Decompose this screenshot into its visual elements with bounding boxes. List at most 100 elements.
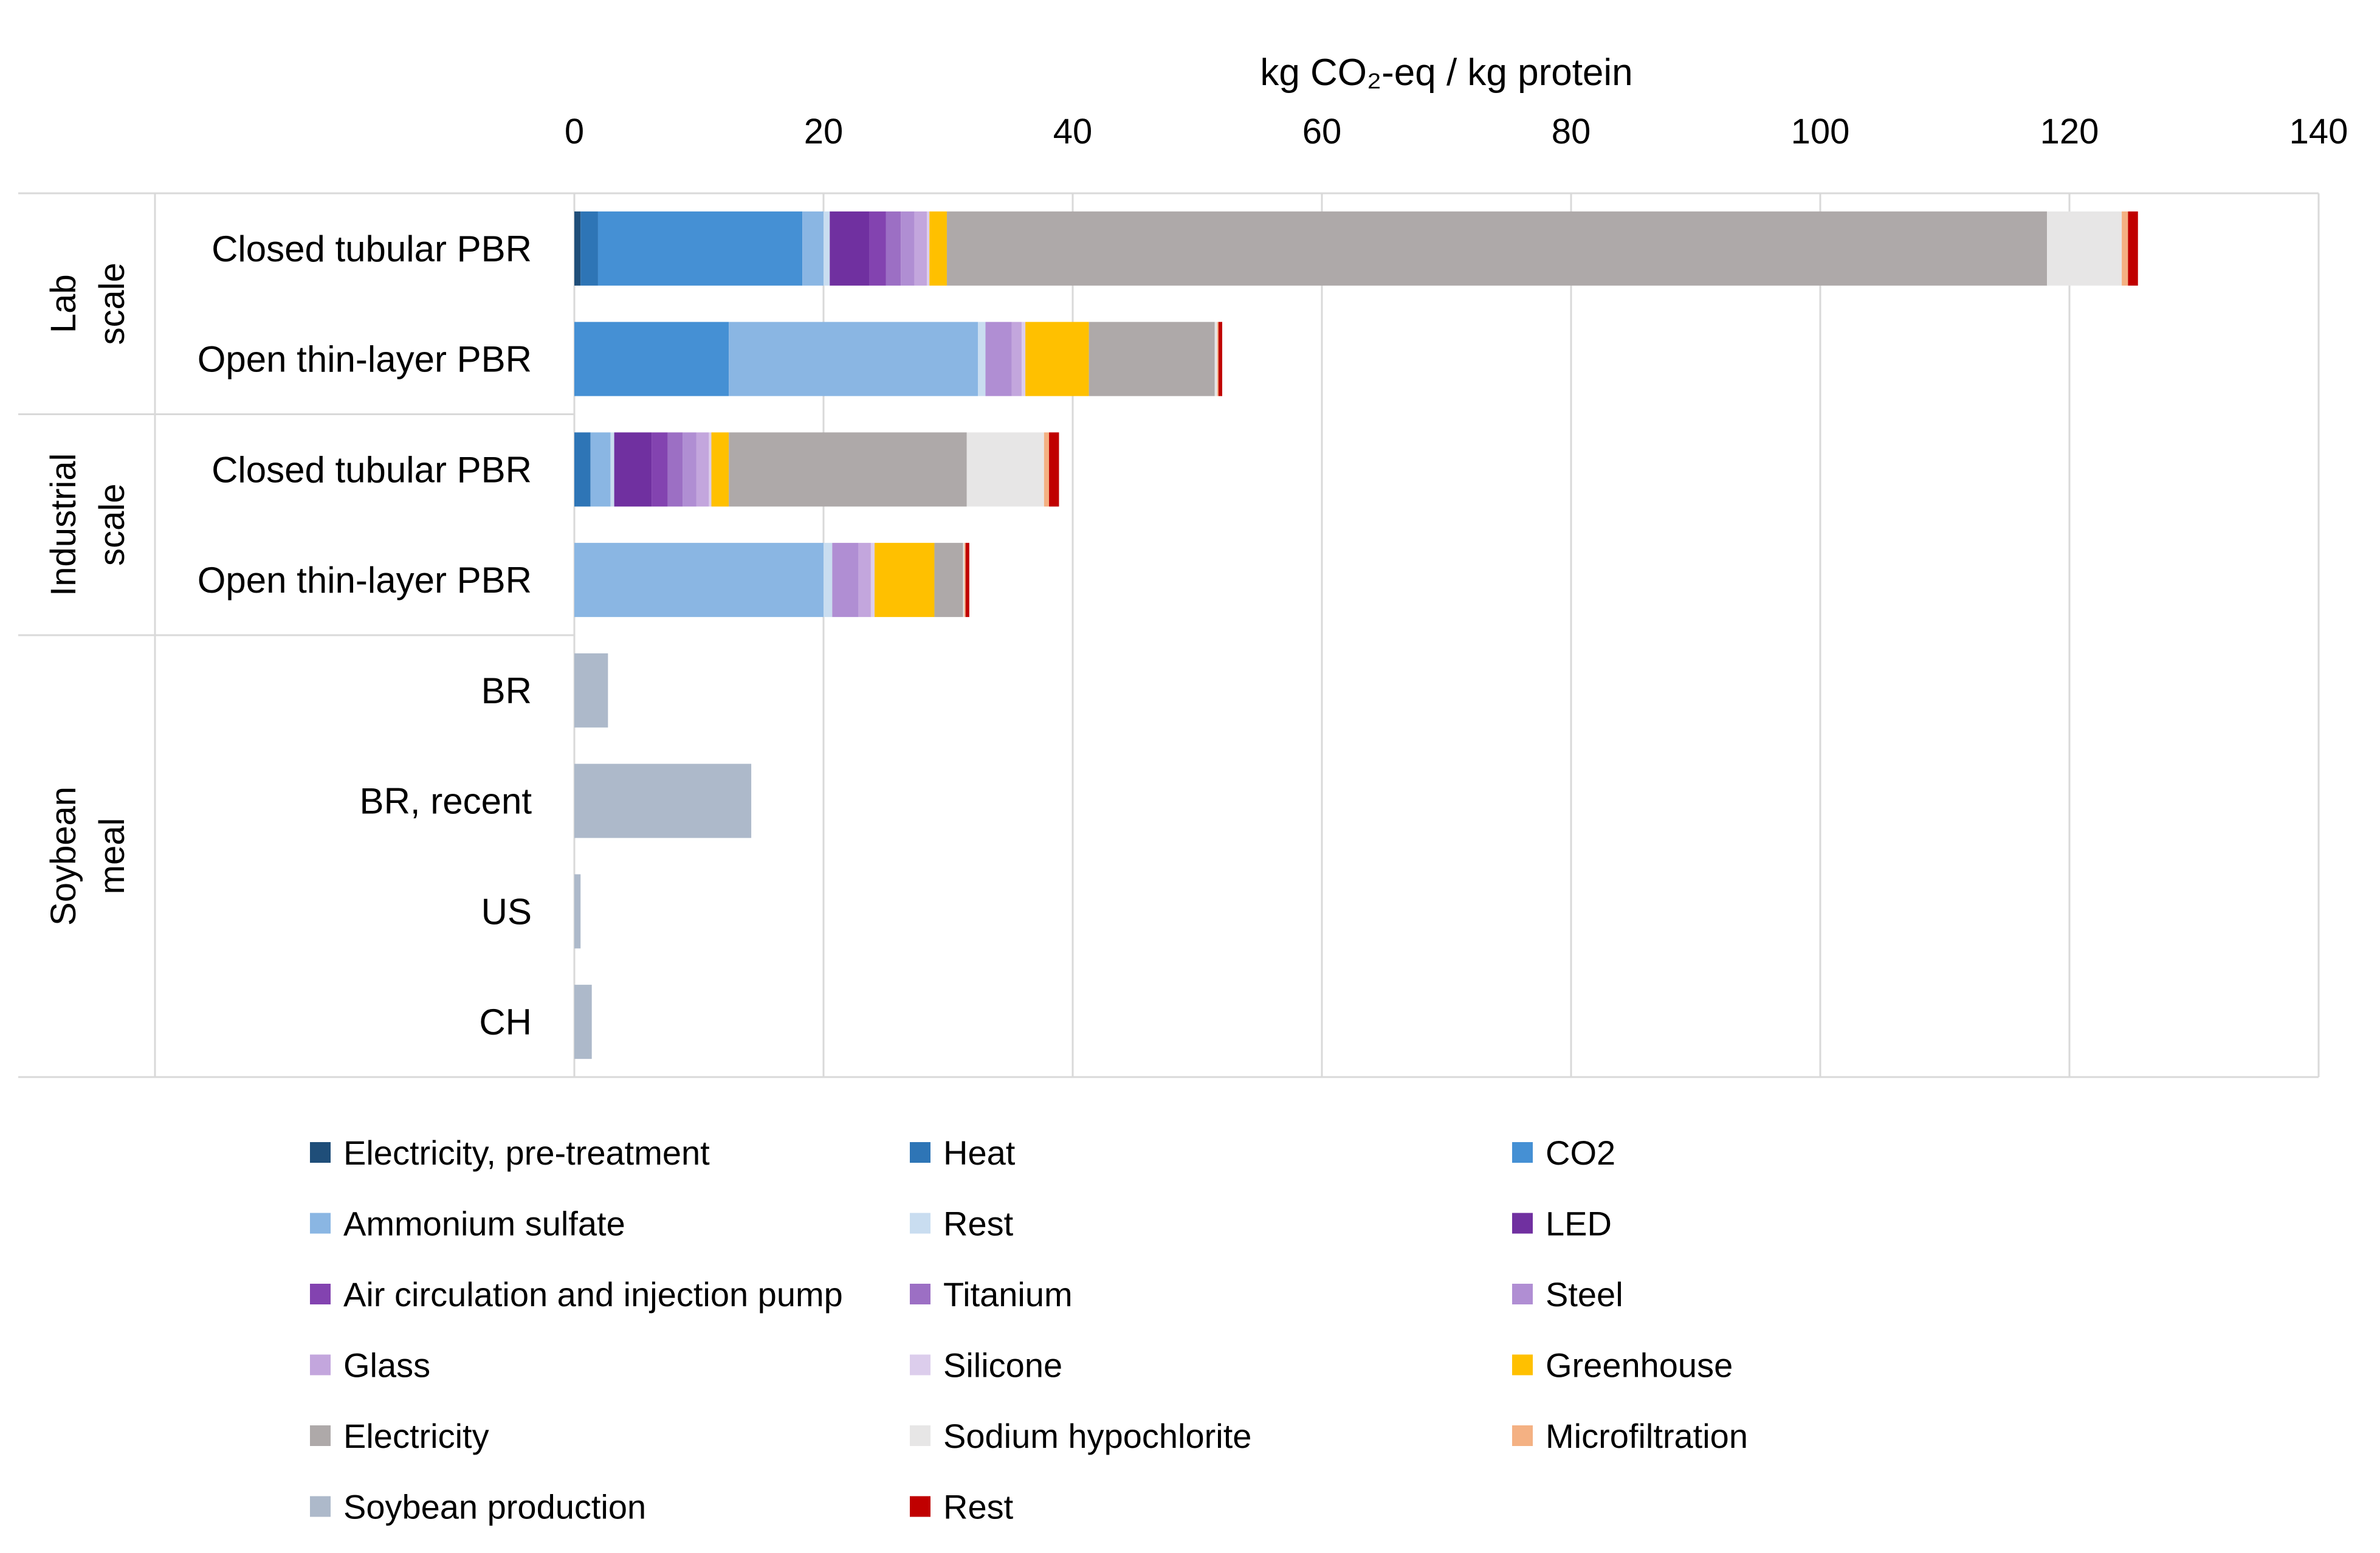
bar-segment — [965, 543, 969, 618]
x-axis: kg CO₂-eq / kg protein — [1260, 52, 1632, 94]
bar-segment — [652, 432, 668, 507]
legend-label: Soybean production — [343, 1488, 646, 1526]
bar-segment — [869, 211, 886, 286]
x-tick-label: 0 — [565, 112, 584, 151]
bar-segment — [1089, 322, 1215, 396]
x-tick-labels: 0 20 40 60 80 100 120 140 — [565, 112, 2348, 151]
bar-segment — [934, 543, 963, 618]
bar-segment — [2128, 211, 2138, 286]
x-tick-label: 140 — [2289, 112, 2348, 151]
bar-segment — [574, 322, 729, 396]
category-label: BR — [481, 670, 532, 711]
legend-label: Glass — [343, 1346, 430, 1385]
bar-segment — [1011, 322, 1022, 396]
bar-segment — [1214, 322, 1217, 396]
bar-segment — [574, 874, 581, 949]
legend-label: Microfiltration — [1546, 1417, 1748, 1455]
x-tick-label: 60 — [1302, 112, 1342, 151]
category-label: US — [481, 891, 532, 932]
bar-segment — [824, 543, 833, 618]
bar-segment — [574, 985, 592, 1059]
bar-segment — [1044, 432, 1050, 507]
category-label: CH — [479, 1002, 532, 1042]
bar-segment — [802, 211, 824, 286]
legend-label: LED — [1546, 1205, 1612, 1243]
legend-swatch — [310, 1354, 331, 1376]
bar-segment — [870, 543, 875, 618]
legend-label: CO2 — [1546, 1134, 1615, 1172]
bar-segment — [929, 211, 947, 286]
x-tick-label: 20 — [804, 112, 844, 151]
category-label: Open thin-layer PBR — [198, 560, 532, 601]
legend-label: Steel — [1546, 1275, 1623, 1314]
legend-swatch — [910, 1142, 930, 1163]
legend-label: Rest — [943, 1205, 1014, 1243]
x-tick-label: 100 — [1791, 112, 1850, 151]
bar-segment — [963, 543, 965, 618]
legend-label: Titanium — [943, 1275, 1073, 1314]
bar-segment — [711, 432, 729, 507]
bar-segment — [901, 211, 915, 286]
bar-segment — [966, 432, 1044, 507]
group-label: Lab scale — [44, 263, 132, 345]
legend-swatch — [910, 1213, 930, 1234]
bar-segment — [1025, 322, 1089, 396]
legend-swatch — [310, 1284, 331, 1304]
bar-segment — [597, 211, 803, 286]
x-tick-label: 40 — [1053, 112, 1093, 151]
bar-segment — [2047, 211, 2122, 286]
legend-swatch — [910, 1496, 930, 1517]
legend-swatch — [910, 1354, 930, 1376]
bar-segment — [574, 763, 752, 838]
bar-segment — [964, 543, 966, 618]
bar-segment — [832, 543, 859, 618]
legend-label: Electricity — [343, 1417, 489, 1455]
legend: Electricity, pre-treatment Heat CO2 Ammoniu… — [310, 1134, 1748, 1526]
x-tick-label: 80 — [1552, 112, 1591, 151]
x-tick-label: 120 — [2040, 112, 2099, 151]
bar-segment — [729, 322, 978, 396]
legend-swatch — [310, 1496, 331, 1517]
bar-segment — [574, 211, 581, 286]
bar-segment — [580, 211, 598, 286]
bar-segment — [927, 211, 930, 286]
legend-label: Sodium hypochlorite — [943, 1417, 1251, 1455]
legend-swatch — [1512, 1425, 1533, 1446]
legend-swatch — [310, 1213, 331, 1234]
bar-segment — [985, 322, 1012, 396]
category-label: BR, recent — [360, 781, 532, 822]
category-label: Open thin-layer PBR — [198, 339, 532, 380]
bar-segment — [683, 432, 696, 507]
category-label: Closed tubular PBR — [212, 449, 532, 490]
bar-segment — [696, 432, 709, 507]
bar-segment — [2122, 211, 2128, 286]
legend-label: Heat — [943, 1134, 1016, 1172]
bar-segment — [729, 432, 967, 507]
legend-swatch — [1512, 1142, 1533, 1163]
legend-label: Rest — [943, 1488, 1014, 1526]
bar-segment — [978, 322, 986, 396]
legend-swatch — [910, 1284, 930, 1304]
group-label: Industrial scale — [44, 453, 132, 596]
bars — [574, 211, 2138, 1059]
bar-segment — [574, 432, 591, 507]
legend-swatch — [1512, 1213, 1533, 1234]
bar-segment — [1218, 322, 1222, 396]
bar-segment — [590, 432, 611, 507]
bar-segment — [574, 543, 824, 618]
legend-swatch — [1512, 1284, 1533, 1304]
bar-segment — [914, 211, 927, 286]
legend-label: Electricity, pre-treatment — [343, 1134, 710, 1172]
legend-swatch — [910, 1425, 930, 1446]
bar-segment — [875, 543, 935, 618]
bar-segment — [667, 432, 683, 507]
legend-swatch — [310, 1425, 331, 1446]
group-label: Soybean meal — [44, 787, 132, 926]
group-labels: Lab scale Industrial scale Soybean meal — [44, 263, 132, 926]
bar-segment — [614, 432, 652, 507]
category-label: Closed tubular PBR — [212, 229, 532, 269]
legend-label: Greenhouse — [1546, 1346, 1733, 1385]
bar-segment — [858, 543, 871, 618]
legend-label: Silicone — [943, 1346, 1062, 1385]
